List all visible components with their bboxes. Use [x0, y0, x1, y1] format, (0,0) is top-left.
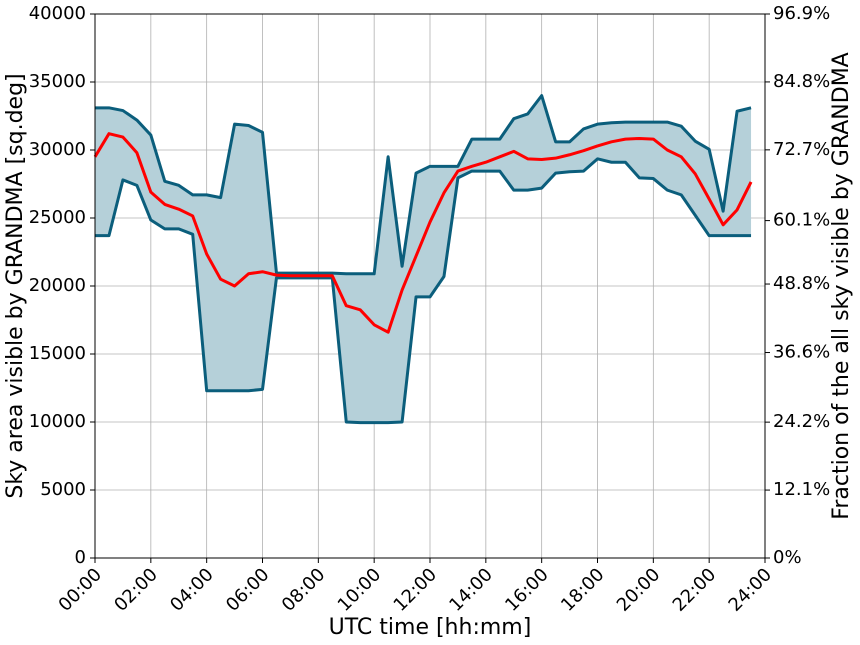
- x-tick-label: 08:00: [278, 564, 330, 616]
- x-tick-label: 04:00: [166, 564, 218, 616]
- y-axis-label: Sky area visible by GRANDMA [sq.deg]: [3, 73, 28, 498]
- y2-tick-label: 48.8%: [773, 273, 830, 294]
- x-tick-label: 06:00: [222, 564, 274, 616]
- y-tick-label: 0: [75, 547, 86, 568]
- x-tick-label: 14:00: [445, 564, 497, 616]
- x-tick-label: 00:00: [55, 564, 107, 616]
- x-tick-label: 16:00: [501, 564, 553, 616]
- x-tick-label: 24:00: [725, 564, 777, 616]
- x-tick-label: 12:00: [390, 564, 442, 616]
- y-tick-label: 15000: [29, 343, 86, 364]
- y-tick-label: 20000: [29, 275, 86, 296]
- y2-tick-label: 36.6%: [773, 342, 830, 363]
- band-fill: [95, 95, 752, 423]
- x-tick-label: 10:00: [334, 564, 386, 616]
- y2-tick-label: 72.7%: [773, 139, 830, 160]
- y-tick-label: 5000: [40, 479, 86, 500]
- series-line: [95, 94, 752, 276]
- y2-tick-label: 0%: [773, 547, 802, 568]
- y2-axis-label: Fraction of the all sky visible by GRAND…: [829, 52, 854, 519]
- x-tick-label: 20:00: [613, 564, 665, 616]
- y-tick-label: 35000: [29, 71, 86, 92]
- series-line: [95, 157, 752, 425]
- x-tick-label: 22:00: [669, 564, 721, 616]
- y2-tick-label: 96.9%: [773, 3, 830, 24]
- plot-frame: [94, 13, 766, 559]
- y-tick-label: 10000: [29, 411, 86, 432]
- x-tick-label: 18:00: [557, 564, 609, 616]
- y-tick-label: 30000: [29, 139, 86, 160]
- y-tick-label: 25000: [29, 207, 86, 228]
- y-tick-label: 40000: [29, 3, 86, 24]
- x-tick-label: 02:00: [110, 564, 162, 616]
- y2-tick-label: 60.1%: [773, 210, 830, 231]
- x-axis-label: UTC time [hh:mm]: [329, 615, 532, 640]
- y2-tick-label: 84.8%: [773, 71, 830, 92]
- series-line: [93, 132, 753, 334]
- y2-tick-label: 24.2%: [773, 411, 830, 432]
- y2-tick-label: 12.1%: [773, 479, 830, 500]
